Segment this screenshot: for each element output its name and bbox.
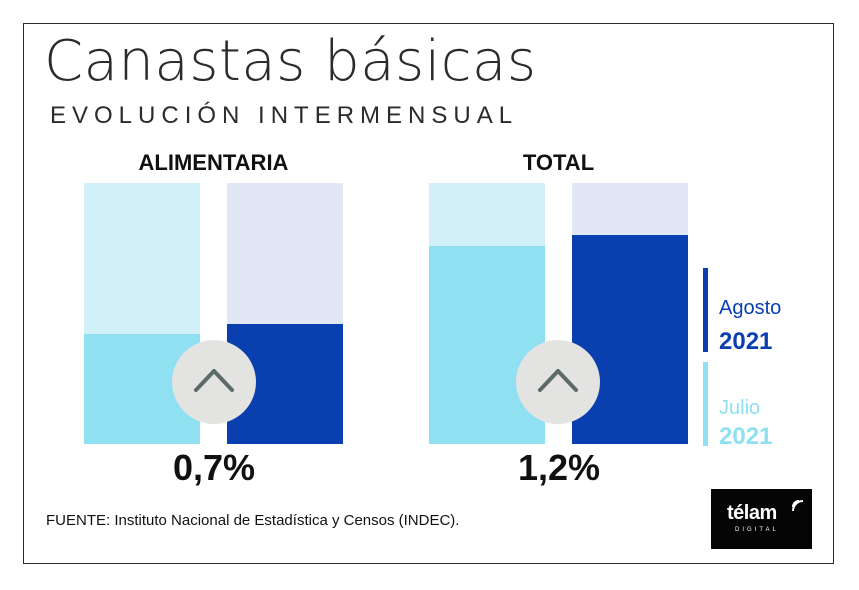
- group-label-total: TOTAL: [522, 150, 595, 175]
- bar-total-agosto: [572, 235, 688, 444]
- logo-subtext: DIGITAL: [735, 527, 779, 533]
- legend-line-agosto: [703, 268, 708, 352]
- chevron-up-icon: [172, 340, 256, 424]
- change-label-total: 1,2%: [517, 447, 601, 488]
- group-label-alimentaria: ALIMENTARIA: [138, 150, 289, 175]
- bar-total-julio: [429, 246, 545, 444]
- chart-subtitle: EVOLUCIÓN INTERMENSUAL: [50, 102, 519, 129]
- legend-year-julio: 2021: [719, 423, 773, 450]
- telam-logo: télam DIGITAL: [711, 489, 812, 549]
- signal-icon: [792, 500, 804, 512]
- legend-line-julio: [703, 362, 708, 446]
- legend-month-agosto: Agosto: [719, 297, 782, 319]
- logo-text: télam: [727, 502, 777, 524]
- chart-title: Canastas básicas: [44, 29, 537, 94]
- legend-year-agosto: 2021: [719, 328, 773, 355]
- source-note: FUENTE: Instituto Nacional de Estadístic…: [46, 512, 460, 529]
- chevron-up-icon: [516, 340, 600, 424]
- change-label-alimentaria: 0,7%: [172, 447, 256, 488]
- legend-month-julio: Julio: [719, 397, 761, 419]
